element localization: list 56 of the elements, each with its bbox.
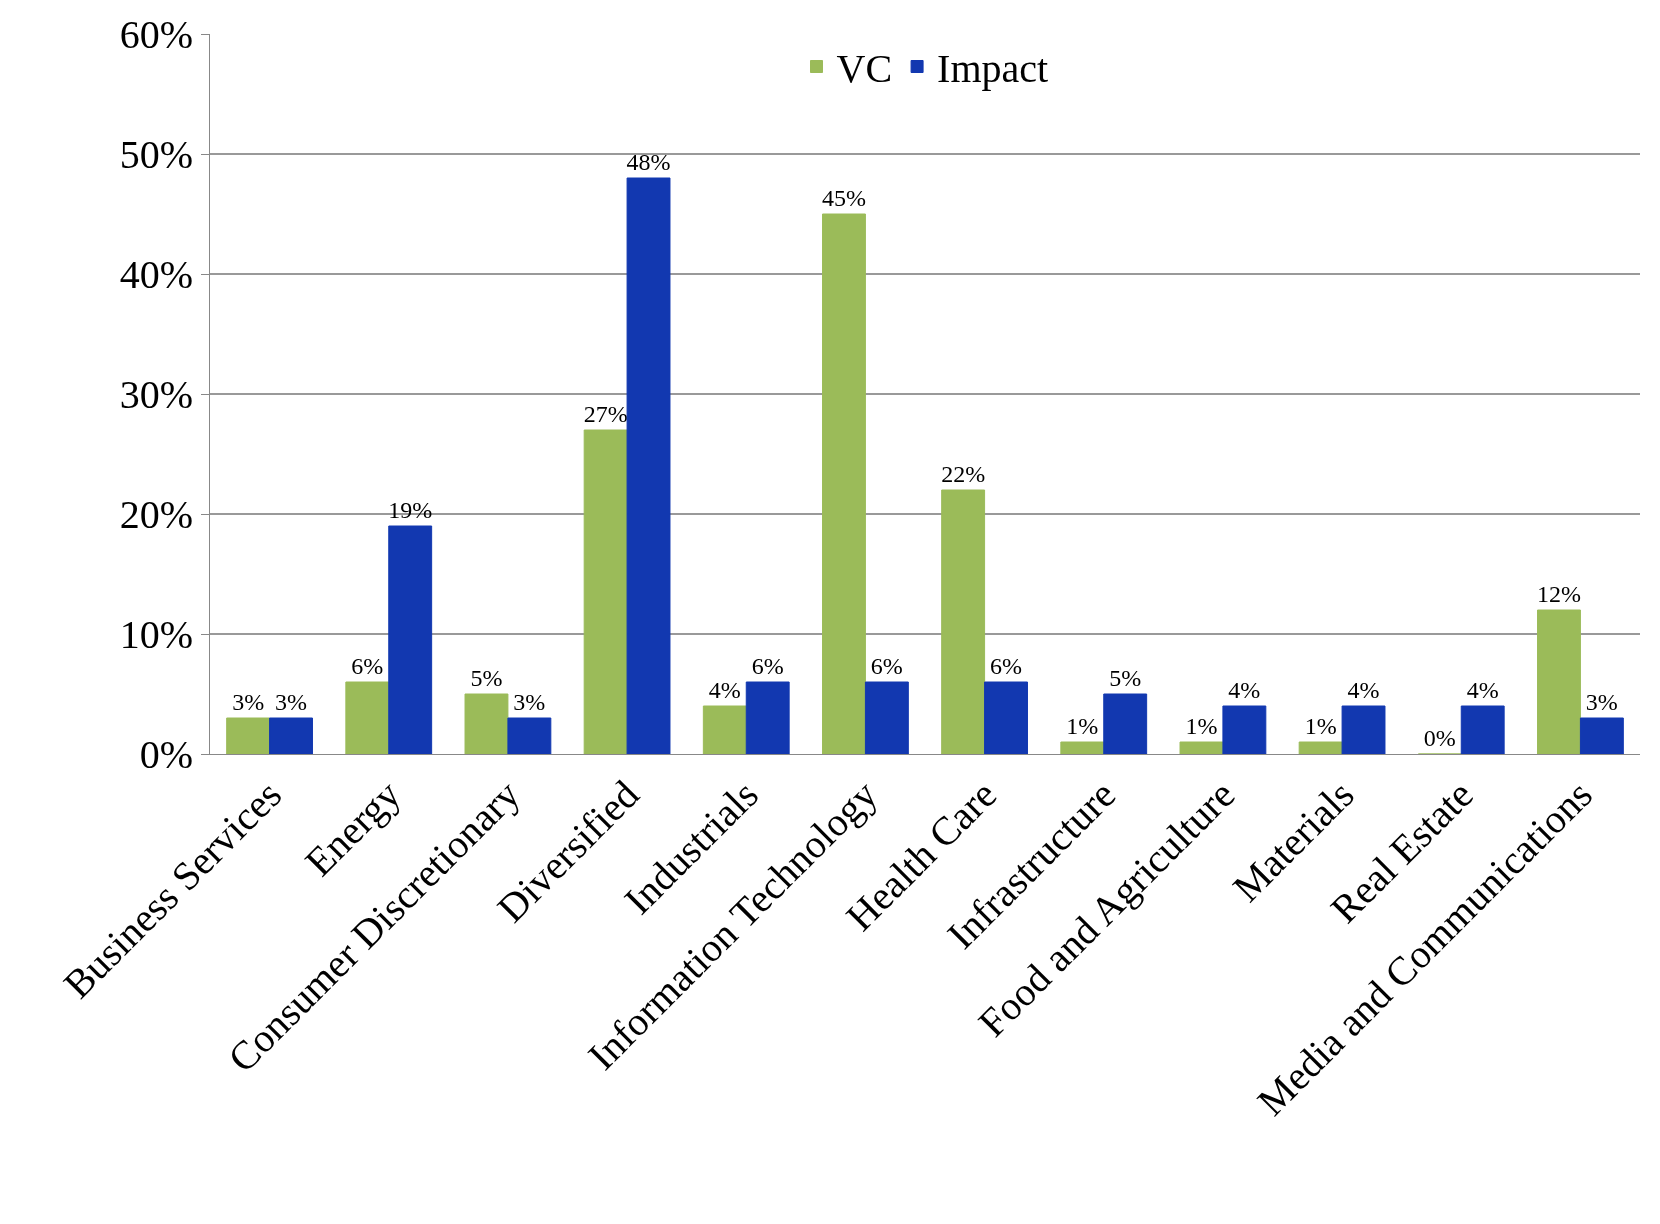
bar <box>507 717 552 754</box>
data-label: 45% <box>821 185 866 211</box>
data-label: 6% <box>351 653 384 679</box>
legend-label: Impact <box>937 46 1049 92</box>
data-label: 6% <box>751 653 784 679</box>
data-label: 22% <box>941 461 986 487</box>
bar <box>1341 705 1386 754</box>
bar <box>822 213 866 754</box>
bar <box>984 681 1028 754</box>
data-label: 48% <box>626 149 671 175</box>
data-label: 19% <box>388 497 433 523</box>
bar <box>226 717 271 754</box>
bar <box>626 177 671 754</box>
y-tick-label: 0% <box>139 732 193 777</box>
y-tick-label: 50% <box>119 132 193 177</box>
bar <box>864 681 909 754</box>
bar <box>1103 693 1148 754</box>
y-tick-label: 30% <box>119 372 193 417</box>
data-label: 6% <box>990 653 1023 679</box>
data-label: 1% <box>1304 713 1337 739</box>
data-label: 4% <box>708 677 741 703</box>
data-label: 5% <box>1109 665 1142 691</box>
bar <box>702 705 747 754</box>
data-label: 4% <box>1466 677 1499 703</box>
data-label: 27% <box>583 401 628 427</box>
data-label: 3% <box>1585 689 1618 715</box>
legend-label: VC <box>836 46 893 92</box>
bar <box>1537 609 1581 754</box>
data-label: 4% <box>1347 677 1380 703</box>
bar <box>1222 705 1267 754</box>
bar <box>345 681 390 754</box>
bar <box>941 489 986 754</box>
data-label: 12% <box>1536 581 1581 607</box>
bar <box>1579 717 1624 754</box>
bar <box>269 717 313 754</box>
data-label: 3% <box>513 689 546 715</box>
data-label: 5% <box>470 665 503 691</box>
data-label: 3% <box>275 689 308 715</box>
data-label: 1% <box>1185 713 1218 739</box>
bar <box>1060 741 1105 754</box>
bar <box>464 693 509 754</box>
bar <box>1298 741 1343 754</box>
data-label: 3% <box>232 689 265 715</box>
y-tick-label: 40% <box>119 252 193 297</box>
y-tick-label: 60% <box>119 12 193 57</box>
data-label: 4% <box>1228 677 1261 703</box>
data-label: 1% <box>1066 713 1099 739</box>
bar <box>1460 705 1505 754</box>
y-tick-label: 20% <box>119 492 193 537</box>
data-label: 6% <box>870 653 903 679</box>
data-label: 0% <box>1423 725 1456 751</box>
y-tick-label: 10% <box>119 612 193 657</box>
bar <box>745 681 790 754</box>
bar <box>1179 741 1224 754</box>
bar <box>583 429 628 754</box>
bar <box>388 525 433 754</box>
